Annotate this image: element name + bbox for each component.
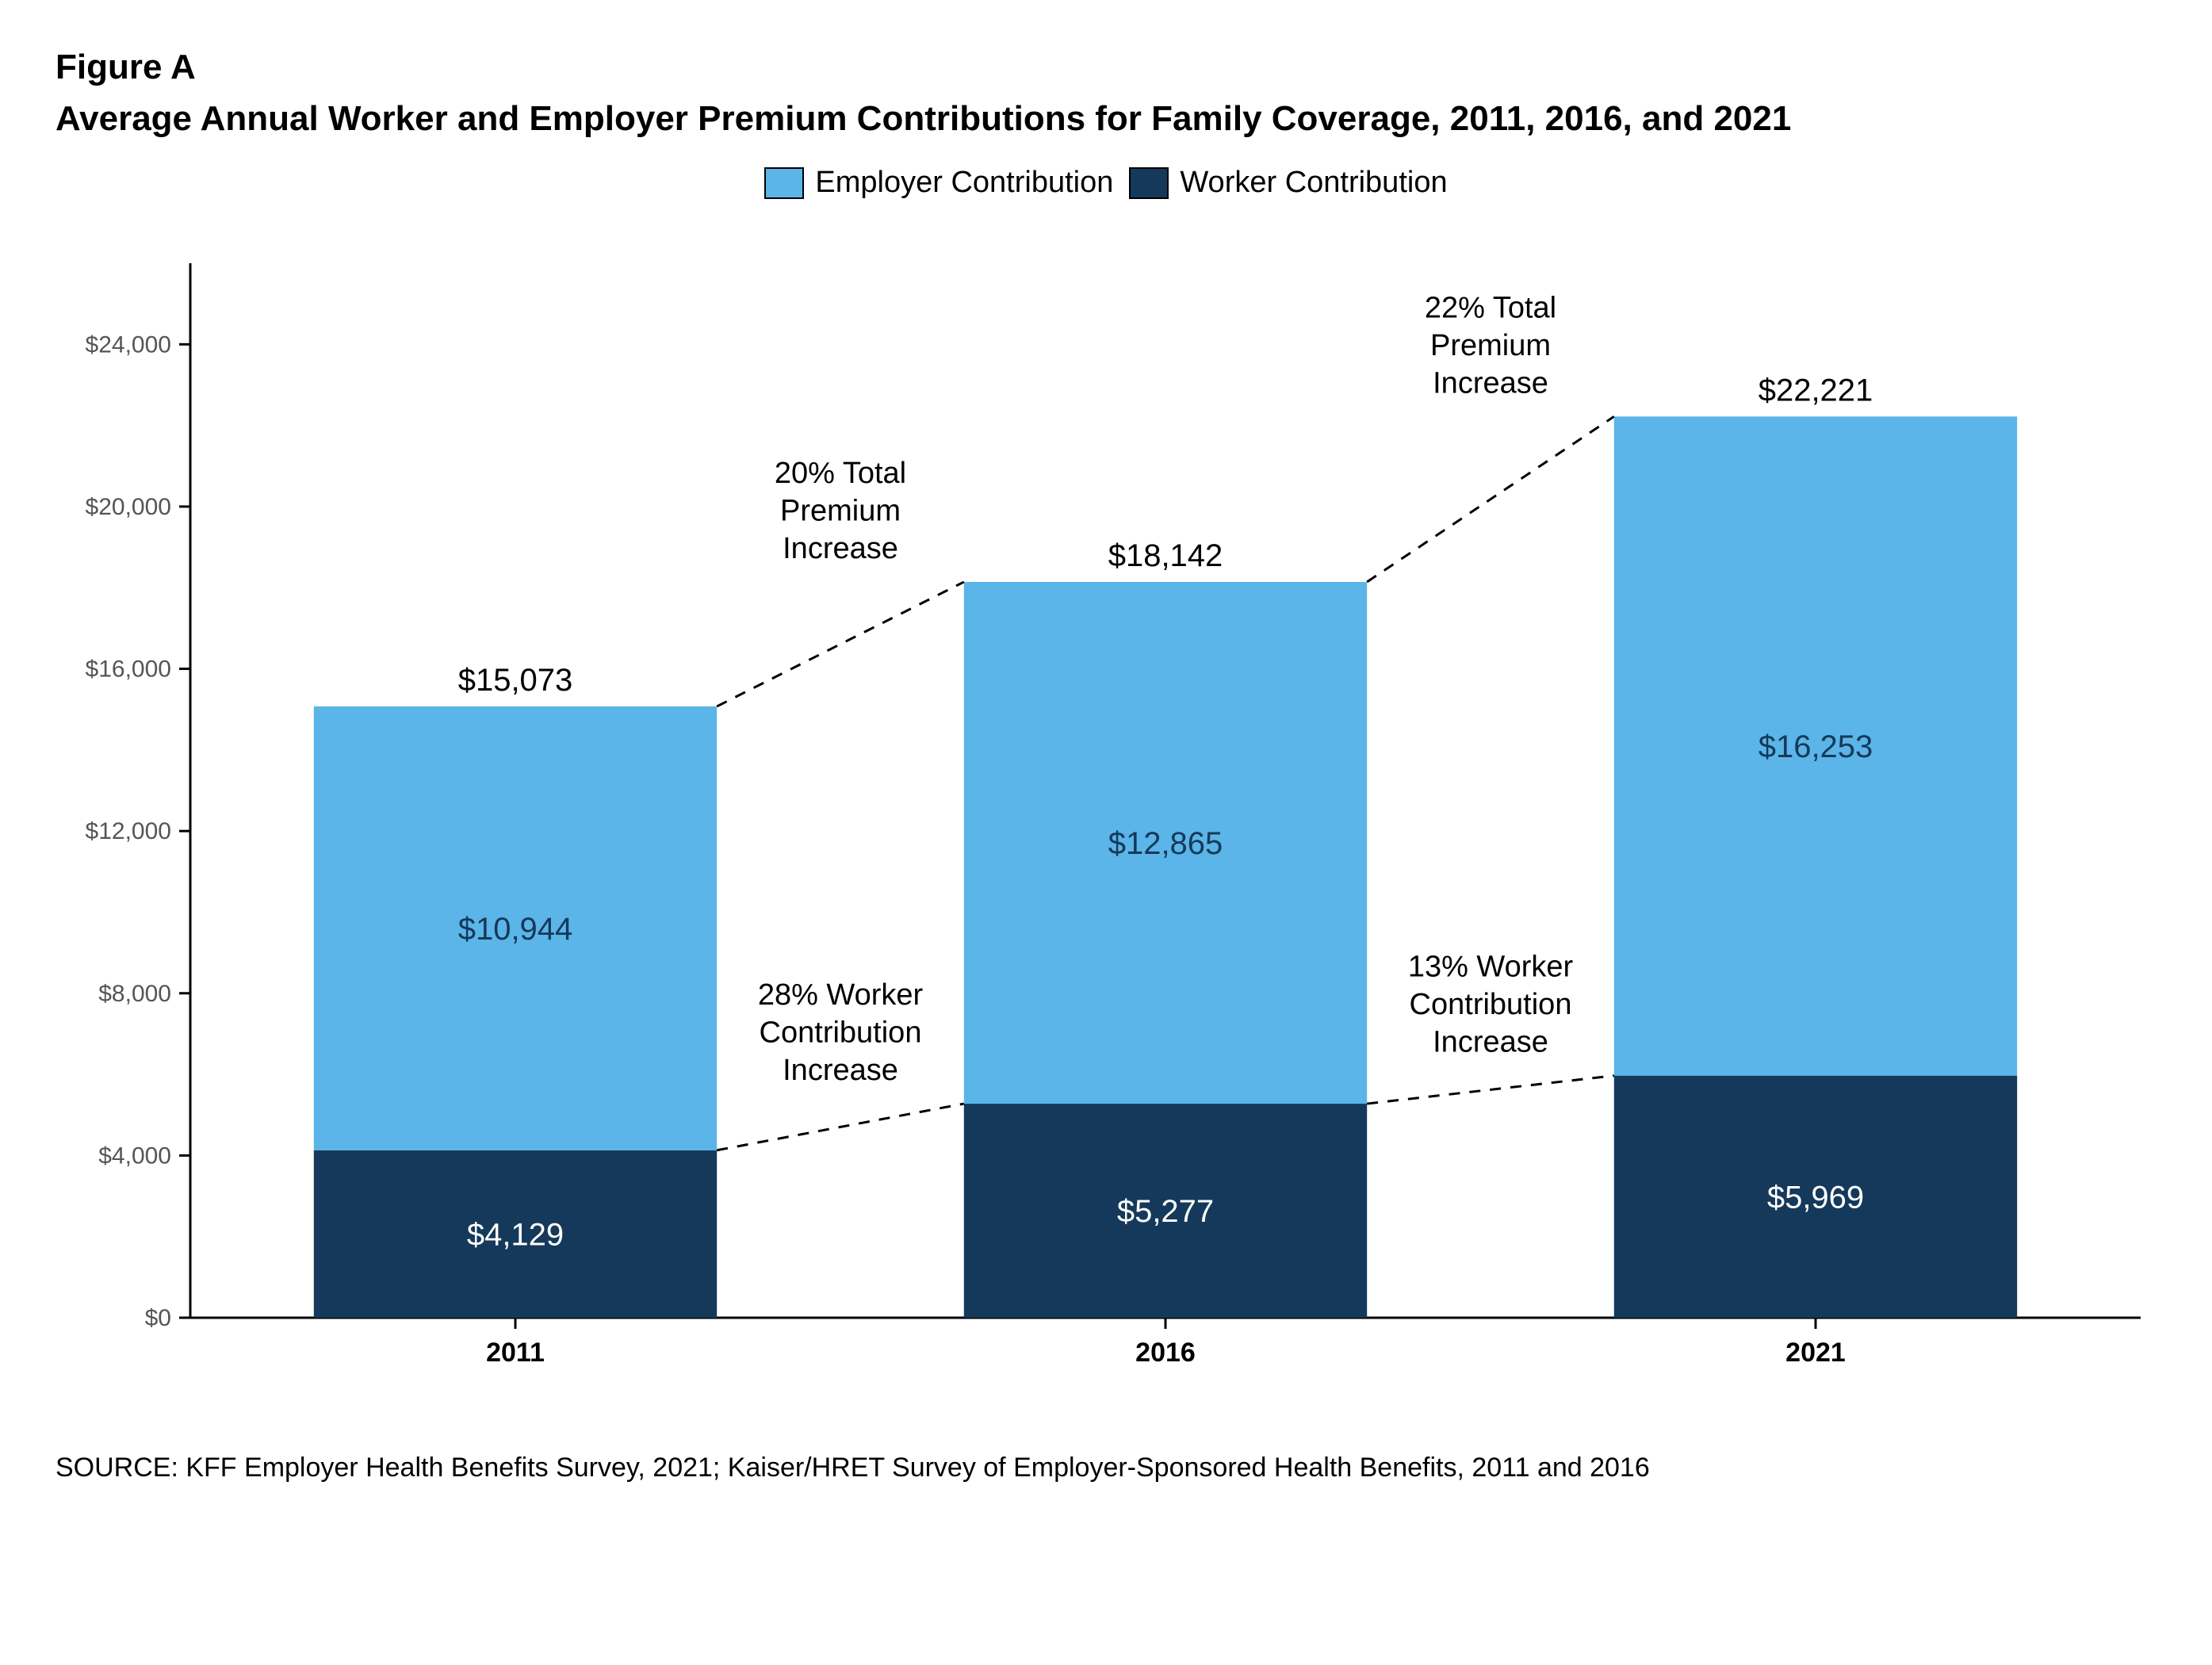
annotation-text-top: Increase xyxy=(783,532,898,565)
x-tick-label: 2016 xyxy=(1135,1338,1196,1368)
annotation-line-total xyxy=(717,582,964,706)
y-tick-label: $12,000 xyxy=(86,819,171,845)
annotation-line-total xyxy=(1367,417,1614,583)
annotation-line-worker xyxy=(717,1104,964,1150)
page: Figure A Average Annual Worker and Emplo… xyxy=(0,0,2212,1665)
annotation-text-top: Premium xyxy=(780,495,901,528)
x-tick-label: 2021 xyxy=(1785,1338,1846,1368)
legend-swatch-worker xyxy=(1129,167,1169,199)
annotation-text-bottom: 28% Worker xyxy=(758,978,924,1012)
y-tick-label: $16,000 xyxy=(86,656,171,683)
y-tick-label: $24,000 xyxy=(86,332,171,358)
annotation-text-bottom: 13% Worker xyxy=(1408,951,1574,984)
source-note: SOURCE: KFF Employer Health Benefits Sur… xyxy=(55,1453,2157,1483)
legend-item-worker: Worker Contribution xyxy=(1129,166,1447,200)
bar-worker-value: $4,129 xyxy=(467,1218,564,1253)
annotation-text-bottom: Contribution xyxy=(1410,989,1572,1022)
annotation-text-bottom: Contribution xyxy=(760,1016,922,1050)
chart-area: $0 $4,000 $8,000 $12,000 $16,000 $20,000 $24,0… xyxy=(55,224,2157,1397)
chart-title: Average Annual Worker and Employer Premi… xyxy=(55,95,2157,142)
bar-employer-value: $10,944 xyxy=(458,912,573,947)
legend-label-employer: Employer Contribution xyxy=(815,166,1113,200)
annotation-text-bottom: Increase xyxy=(783,1054,898,1087)
bar-employer-value: $16,253 xyxy=(1759,729,1873,764)
annotation-text-top: 22% Total xyxy=(1425,292,1556,325)
annotation-text-top: Increase xyxy=(1433,367,1548,400)
bar-total-value: $22,221 xyxy=(1759,373,1873,408)
annotation-text-top: 20% Total xyxy=(775,457,906,490)
y-tick-label: $20,000 xyxy=(86,494,171,520)
annotation-line-worker xyxy=(1367,1076,1614,1104)
bar-worker-value: $5,969 xyxy=(1767,1181,1864,1215)
x-tick-label: 2011 xyxy=(486,1338,545,1368)
annotation-text-bottom: Increase xyxy=(1433,1026,1548,1059)
bar-total-value: $15,073 xyxy=(458,663,573,698)
stacked-bar-chart: $0 $4,000 $8,000 $12,000 $16,000 $20,000 $24,0… xyxy=(55,224,2157,1397)
figure-label: Figure A xyxy=(55,48,2157,87)
y-tick-label: $8,000 xyxy=(98,981,171,1007)
legend-swatch-employer xyxy=(764,167,804,199)
legend-label-worker: Worker Contribution xyxy=(1180,166,1447,200)
annotation-text-top: Premium xyxy=(1430,329,1551,362)
bar-worker-value: $5,277 xyxy=(1117,1194,1214,1229)
y-tick-label: $0 xyxy=(145,1305,171,1331)
legend-item-employer: Employer Contribution xyxy=(764,166,1113,200)
legend: Employer Contribution Worker Contributio… xyxy=(55,166,2157,200)
bar-total-value: $18,142 xyxy=(1108,538,1223,573)
y-tick-label: $4,000 xyxy=(98,1143,171,1169)
bar-employer-value: $12,865 xyxy=(1108,826,1223,861)
